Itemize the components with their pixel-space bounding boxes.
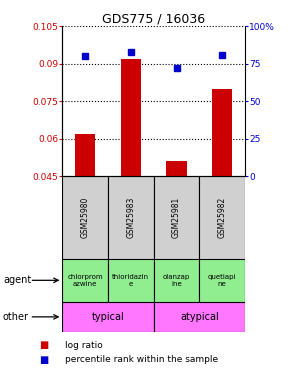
Text: GSM25983: GSM25983 — [126, 197, 135, 238]
Text: ■: ■ — [39, 355, 48, 365]
Bar — [62, 176, 108, 259]
Text: chlorprom
azwine: chlorprom azwine — [67, 274, 103, 287]
Bar — [121, 59, 141, 176]
Text: percentile rank within the sample: percentile rank within the sample — [65, 356, 218, 364]
Text: GSM25981: GSM25981 — [172, 197, 181, 238]
Text: atypical: atypical — [180, 312, 219, 322]
Bar — [199, 176, 245, 259]
Bar — [62, 259, 108, 302]
Text: other: other — [3, 312, 29, 322]
Bar — [62, 302, 154, 332]
Bar — [154, 302, 245, 332]
Text: GSM25982: GSM25982 — [218, 197, 227, 238]
Title: GDS775 / 16036: GDS775 / 16036 — [102, 12, 205, 25]
Bar — [199, 259, 245, 302]
Bar — [108, 176, 154, 259]
Bar — [154, 259, 200, 302]
Bar — [108, 259, 154, 302]
Text: agent: agent — [3, 275, 31, 285]
Text: quetiapi
ne: quetiapi ne — [208, 274, 236, 287]
Text: olanzap
ine: olanzap ine — [163, 274, 190, 287]
Text: thioridazin
e: thioridazin e — [112, 274, 149, 287]
Bar — [212, 89, 233, 176]
Bar — [75, 134, 95, 176]
Text: ■: ■ — [39, 340, 48, 350]
Text: typical: typical — [92, 312, 124, 322]
Text: log ratio: log ratio — [65, 340, 103, 350]
Text: GSM25980: GSM25980 — [81, 197, 90, 238]
Bar — [166, 161, 187, 176]
Bar — [154, 176, 200, 259]
